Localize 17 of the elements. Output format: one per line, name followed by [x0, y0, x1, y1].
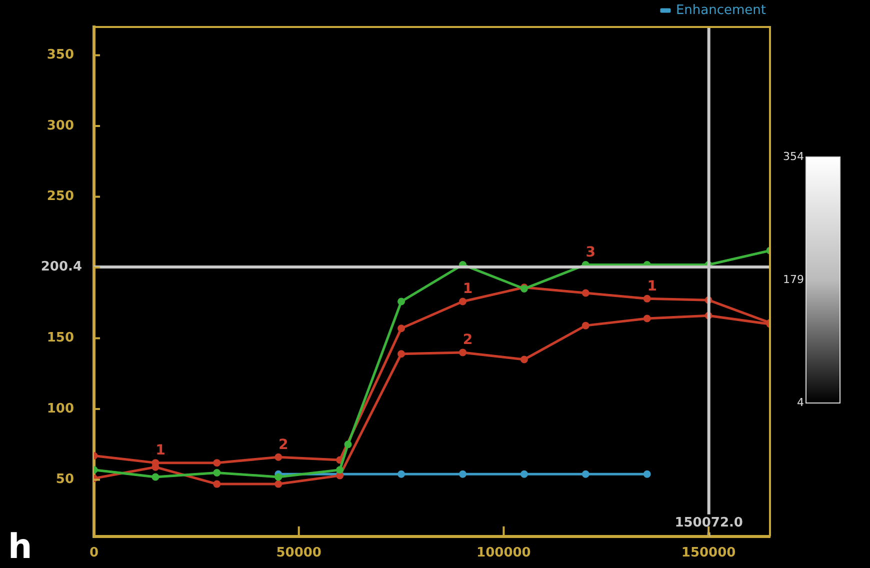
x-tick-label: 0 [89, 546, 99, 561]
ref-line-label: 200.4 [40, 259, 82, 274]
y-tick-label: 350 [46, 48, 74, 63]
x-tick-label: 100000 [476, 546, 531, 561]
y-tick-label: 50 [56, 472, 74, 488]
color-bar-label: 354 [783, 150, 804, 163]
ref-line-label: 150072.0 [674, 515, 743, 530]
color-bar-label: 179 [783, 272, 804, 286]
y-tick-label: 250 [46, 189, 74, 204]
x-tick-label: 150000 [681, 546, 736, 561]
x-tick-label: 50000 [276, 546, 322, 561]
color-bar-label: 4 [797, 396, 804, 409]
y-tick-label: 150 [46, 330, 74, 346]
text: h [8, 526, 32, 567]
y-tick-label: 300 [46, 118, 74, 134]
legend-label: Enhancement [676, 2, 766, 18]
y-tick-label: 100 [46, 401, 74, 416]
